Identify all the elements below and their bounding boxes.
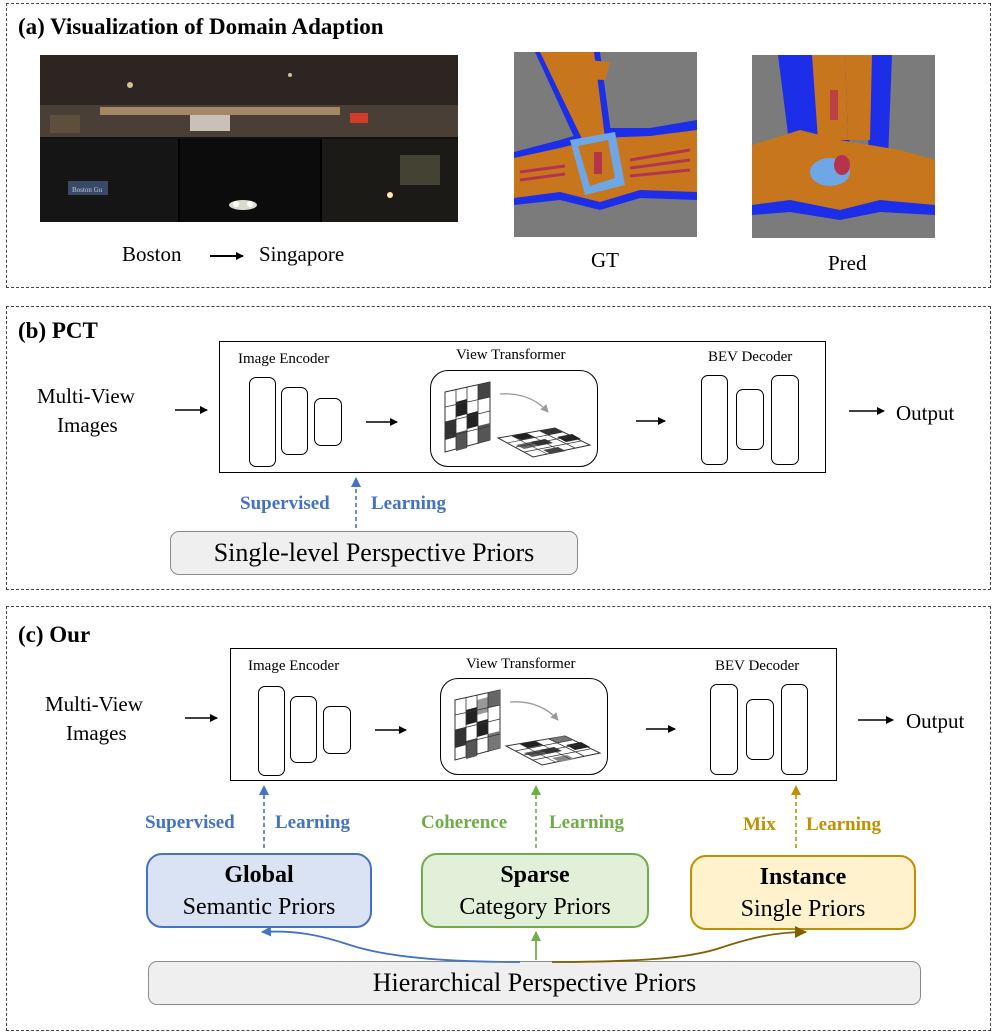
supervised-method-label: Supervised [145, 812, 235, 833]
sparse-priors-title: Sparse [500, 861, 570, 888]
our-encoder-label: Image Encoder [248, 658, 340, 674]
global-priors-title: Global [224, 861, 294, 888]
pct-input-label-2: Images [57, 413, 118, 437]
sparse-priors-subtitle: Category Priors [459, 893, 611, 920]
pct-decoder-block-3 [771, 375, 799, 465]
our-decoder-label: BEV Decoder [715, 658, 800, 674]
pct-encoder-block-1 [249, 377, 276, 467]
global-priors-subtitle: Semantic Priors [182, 893, 336, 920]
pct-decoder-block-2 [736, 389, 764, 450]
pct-view-transformer [430, 370, 598, 467]
our-view-transformer [440, 678, 608, 775]
pct-learning-label: Learning [371, 493, 446, 514]
panel-a [6, 3, 991, 288]
pct-decoder-block-1 [701, 375, 728, 465]
panel-b-title: (b) PCT [18, 318, 98, 343]
our-input-label-2: Images [66, 721, 127, 745]
our-input-label-1: Multi-View [45, 692, 143, 716]
camera-images: Boston Gu [40, 55, 458, 222]
pct-supervised-label: Supervised [240, 493, 330, 514]
single-level-priors-box: Single-level Perspective Priors [170, 531, 578, 575]
panel-c [6, 606, 991, 1031]
photo-sign-text: Boston Gu [72, 186, 103, 194]
pred-label: Pred [828, 251, 867, 275]
target-city-label: Singapore [259, 242, 345, 266]
pct-encoder-block-3 [314, 398, 342, 446]
our-encoder-block-1 [258, 686, 285, 776]
our-encoder-block-3 [323, 706, 351, 754]
instance-single-priors-box: Instance Single Priors [690, 855, 916, 930]
source-city-label: Boston [122, 242, 182, 266]
pct-encoder-block-2 [281, 387, 308, 455]
panel-c-title: (c) Our [18, 622, 91, 647]
panel-a-title: (a) Visualization of Domain Adaption [18, 14, 384, 39]
global-semantic-priors-box: Global Semantic Priors [146, 853, 372, 928]
coherence-method-label: Coherence [421, 812, 508, 833]
pct-input-label-1: Multi-View [37, 384, 135, 408]
our-encoder-block-2 [290, 696, 317, 763]
gt-label: GT [591, 248, 619, 272]
pct-decoder-label: BEV Decoder [708, 349, 793, 365]
pct-encoder-label: Image Encoder [238, 351, 330, 367]
our-decoder-block-1 [710, 684, 738, 775]
our-transformer-label: View Transformer [466, 656, 576, 672]
our-decoder-block-3 [781, 684, 808, 775]
hierarchical-priors-box: Hierarchical Perspective Priors [148, 961, 921, 1005]
pct-transformer-label: View Transformer [456, 347, 566, 363]
instance-priors-title: Instance [759, 863, 847, 890]
our-output-label: Output [906, 709, 965, 733]
sparse-category-priors-box: Sparse Category Priors [421, 853, 649, 928]
instance-priors-subtitle: Single Priors [740, 895, 866, 922]
coherence-learning-label: Learning [549, 812, 624, 833]
pct-output-label: Output [896, 401, 955, 425]
mix-method-label: Mix [743, 814, 776, 835]
supervised-learning-label: Learning [275, 812, 350, 833]
panel-b [6, 306, 991, 590]
our-decoder-block-2 [746, 699, 774, 760]
mix-learning-label: Learning [806, 814, 881, 835]
camera-images-drawing: Boston Gu [40, 55, 458, 222]
